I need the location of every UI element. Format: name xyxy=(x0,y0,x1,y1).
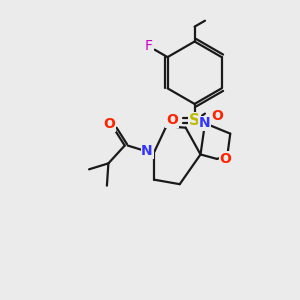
Text: O: O xyxy=(103,117,115,131)
Text: F: F xyxy=(145,39,153,53)
Text: N: N xyxy=(141,145,153,158)
Text: O: O xyxy=(219,152,231,166)
Text: O: O xyxy=(211,109,223,123)
Text: N: N xyxy=(199,116,211,130)
Text: O: O xyxy=(166,113,178,127)
Text: S: S xyxy=(189,113,200,128)
